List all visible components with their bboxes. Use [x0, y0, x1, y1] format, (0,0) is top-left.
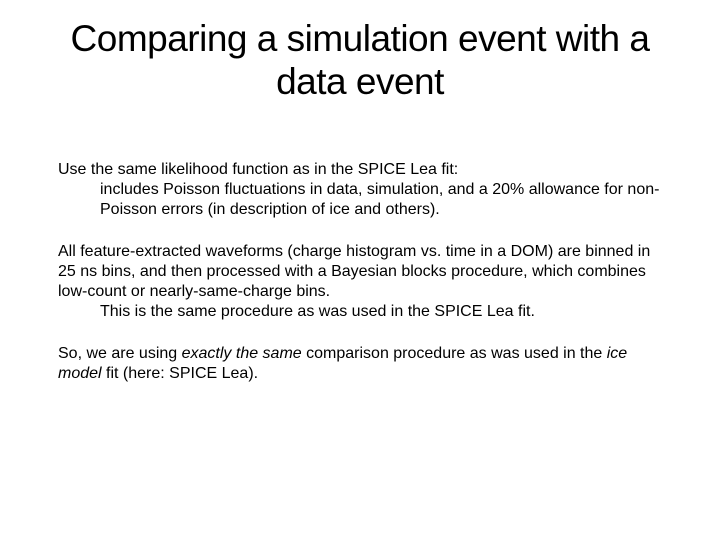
paragraph-3: So, we are using exactly the same compar…: [58, 344, 660, 384]
p2-line1: All feature-extracted waveforms (charge …: [58, 243, 650, 300]
p3-pre: So, we are using: [58, 345, 182, 362]
p1-line1: Use the same likelihood function as in t…: [58, 161, 458, 178]
paragraph-1: Use the same likelihood function as in t…: [58, 160, 660, 220]
p1-line2: includes Poisson fluctuations in data, s…: [58, 180, 660, 220]
slide: Comparing a simulation event with a data…: [0, 0, 720, 540]
p3-post: fit (here: SPICE Lea).: [102, 365, 259, 382]
paragraph-2: All feature-extracted waveforms (charge …: [58, 242, 660, 322]
p3-em1: exactly the same: [182, 345, 302, 362]
p3-mid: comparison procedure as was used in the: [302, 345, 607, 362]
slide-body: Use the same likelihood function as in t…: [58, 160, 660, 406]
p2-line2: This is the same procedure as was used i…: [58, 302, 660, 322]
slide-title: Comparing a simulation event with a data…: [40, 18, 680, 103]
